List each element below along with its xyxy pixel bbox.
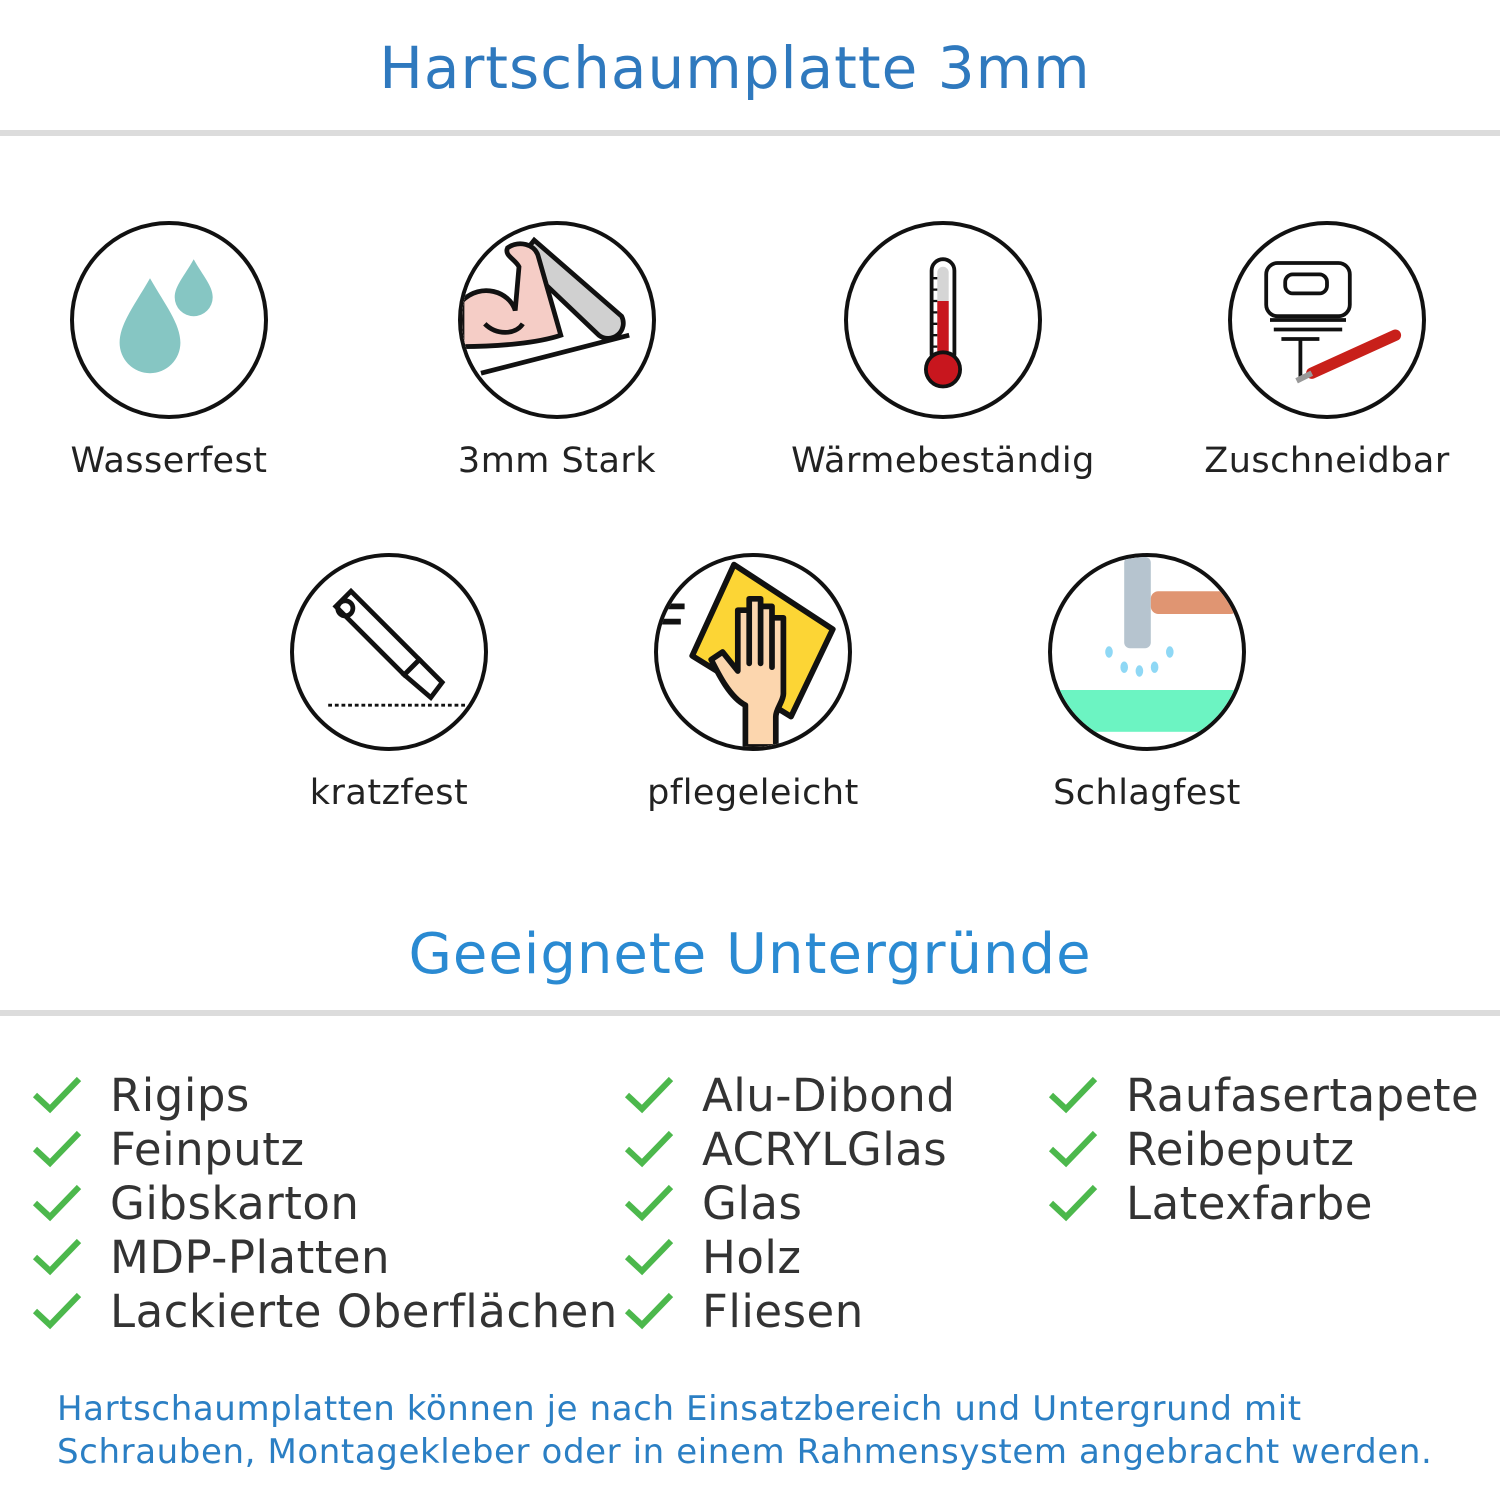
- surface-label: Alu-Dibond: [702, 1068, 956, 1122]
- water-drops-icon: [70, 221, 268, 419]
- checkmark-icon: [32, 1184, 82, 1222]
- jigsaw-cutter-icon: [1228, 221, 1426, 419]
- surface-label: Holz: [702, 1230, 802, 1284]
- checkmark-icon: [1048, 1184, 1098, 1222]
- surface-label: Raufasertapete: [1126, 1068, 1480, 1122]
- cutter-knife-icon: [290, 553, 488, 751]
- surface-item: Gibskarton: [32, 1176, 618, 1230]
- surfaces-heading: Geeignete Untergründe: [408, 922, 1092, 987]
- surface-item: Rigips: [32, 1068, 618, 1122]
- feature-label: pflegeleicht: [647, 773, 859, 813]
- feature-label: kratzfest: [309, 773, 469, 813]
- hand-cloth-icon: [654, 553, 852, 751]
- surfaces-column-2: Alu-Dibond ACRYLGlas Glas Holz Fliesen: [624, 1068, 955, 1338]
- footer-line: Hartschaumplatten können je nach Einsatz…: [57, 1389, 1302, 1429]
- surface-label: Reibeputz: [1126, 1122, 1355, 1176]
- divider: [0, 130, 1500, 136]
- surface-label: ACRYLGlas: [702, 1122, 948, 1176]
- surface-item: Raufasertapete: [1048, 1068, 1479, 1122]
- surface-item: Fliesen: [624, 1284, 955, 1338]
- surface-label: Glas: [702, 1176, 803, 1230]
- surfaces-column-1: Rigips Feinputz Gibskarton MDP-Platten Lacki…: [32, 1068, 618, 1338]
- checkmark-icon: [624, 1184, 674, 1222]
- checkmark-icon: [1048, 1076, 1098, 1114]
- surface-item: Reibeputz: [1048, 1122, 1479, 1176]
- feature-pflegeleicht: pflegeleicht: [583, 553, 923, 813]
- surface-label: Fliesen: [702, 1284, 864, 1338]
- surface-label: Gibskarton: [110, 1176, 360, 1230]
- feature-label: Wärmebeständig: [791, 441, 1095, 481]
- surface-item: Latexfarbe: [1048, 1176, 1479, 1230]
- checkmark-icon: [624, 1130, 674, 1168]
- surface-item: Feinputz: [32, 1122, 618, 1176]
- checkmark-icon: [624, 1076, 674, 1114]
- page-title: Hartschaumplatte 3mm: [379, 34, 1091, 102]
- checkmark-icon: [624, 1238, 674, 1276]
- footer-line: Schrauben, Montagekleber oder in einem R…: [57, 1432, 1433, 1472]
- checkmark-icon: [32, 1238, 82, 1276]
- feature-wasserfest: Wasserfest: [0, 221, 339, 481]
- surface-item: Lackierte Oberflächen: [32, 1284, 618, 1338]
- feature-label: Zuschneidbar: [1204, 441, 1450, 481]
- surface-label: Rigips: [110, 1068, 250, 1122]
- surface-item: Glas: [624, 1176, 955, 1230]
- feature-label: 3mm Stark: [457, 441, 657, 481]
- checkmark-icon: [1048, 1130, 1098, 1168]
- checkmark-icon: [624, 1292, 674, 1330]
- surface-item: Alu-Dibond: [624, 1068, 955, 1122]
- feature-label: Wasserfest: [70, 441, 268, 481]
- strong-arm-icon: [458, 221, 656, 419]
- feature-label: Schlagfest: [1053, 773, 1241, 813]
- footer-note: Hartschaumplatten können je nach Einsatz…: [57, 1388, 1432, 1474]
- divider: [0, 1010, 1500, 1016]
- feature-waermebestaendig: Wärmebeständig: [773, 221, 1113, 481]
- checkmark-icon: [32, 1130, 82, 1168]
- surfaces-column-3: Raufasertapete Reibeputz Latexfarbe: [1048, 1068, 1479, 1230]
- surface-item: Holz: [624, 1230, 955, 1284]
- feature-3mm-stark: 3mm Stark: [387, 221, 727, 481]
- feature-zuschneidbar: Zuschneidbar: [1157, 221, 1497, 481]
- surface-item: ACRYLGlas: [624, 1122, 955, 1176]
- surface-label: Latexfarbe: [1126, 1176, 1373, 1230]
- surface-item: MDP-Platten: [32, 1230, 618, 1284]
- surface-label: Feinputz: [110, 1122, 305, 1176]
- surface-label: MDP-Platten: [110, 1230, 391, 1284]
- hammer-icon: [1048, 553, 1246, 751]
- thermometer-icon: [844, 221, 1042, 419]
- surface-label: Lackierte Oberflächen: [110, 1284, 618, 1338]
- checkmark-icon: [32, 1292, 82, 1330]
- feature-schlagfest: Schlagfest: [977, 553, 1317, 813]
- checkmark-icon: [32, 1076, 82, 1114]
- feature-kratzfest: kratzfest: [219, 553, 559, 813]
